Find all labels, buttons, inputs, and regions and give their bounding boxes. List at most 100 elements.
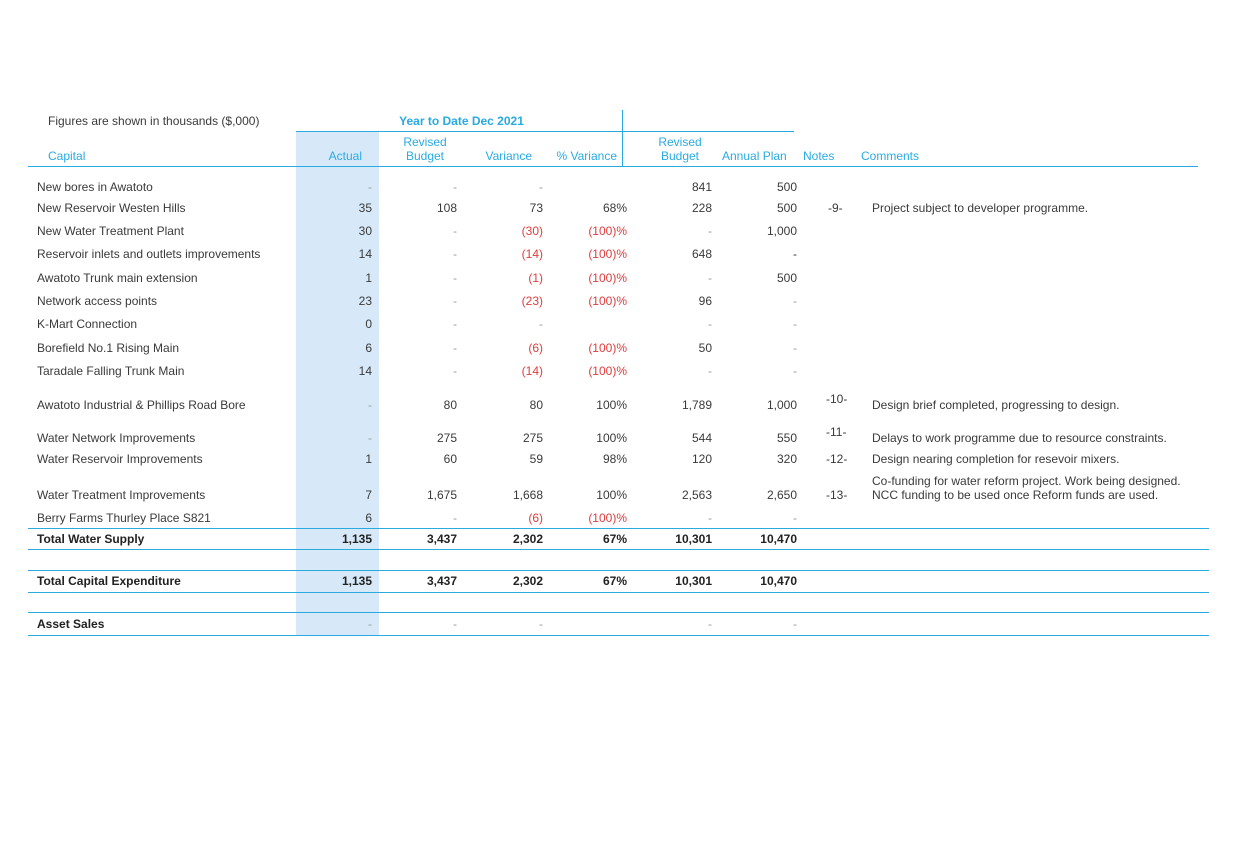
cell-variance: (14) [521,364,543,378]
row-label: Total Water Supply [37,532,145,546]
cell-rev-budget: - [708,364,712,378]
cell-actual: 6 [365,341,372,355]
cell-pct: 100% [596,398,627,412]
cell-rev-budget: - [708,317,712,331]
cell-budget: - [453,317,457,331]
row-label: Water Network Improvements [37,431,196,445]
row-label: Berry Farms Thurley Place S821 [37,511,211,525]
row-label: Asset Sales [37,617,105,631]
cell-actual: 30 [358,224,372,238]
header-capital: Capital [48,149,86,163]
cell-pct: (100)% [588,294,627,308]
cell-rev-budget: 544 [691,431,712,445]
cell-rev-budget: 2,563 [681,488,712,502]
total-water-topline [28,528,1209,529]
cell-variance: (14) [521,247,543,261]
cell-annual: - [793,511,797,525]
cell-note: -13- [826,488,848,502]
row-label: Taradale Falling Trunk Main [37,364,185,378]
cell-budget: 1,675 [426,488,457,502]
actual-column-highlight [296,131,379,636]
cell-annual: - [793,617,797,631]
cell-annual: - [793,364,797,378]
row-label: Awatoto Industrial & Phillips Road Bore [37,398,246,412]
period-divider [622,110,623,166]
header-comments: Comments [861,149,920,163]
cell-variance: 80 [529,398,543,412]
cell-variance: 1,668 [512,488,543,502]
cell-annual: 500 [776,180,797,194]
cell-budget: - [453,247,457,261]
period-underline [296,131,794,132]
row-label: Total Capital Expenditure [37,574,181,588]
cell-rev-budget: 96 [698,294,712,308]
cell-annual: 550 [776,431,797,445]
row-label: New bores in Awatoto [37,180,153,194]
period-label: Year to Date Dec 2021 [399,114,524,128]
row-label: New Water Treatment Plant [37,224,184,238]
cell-annual: 2,650 [766,488,797,502]
cell-budget: 3,437 [426,532,457,546]
header-revised-annual: Revised [658,135,702,149]
cell-budget: - [453,180,457,194]
total-capex-bottomline [28,592,1209,593]
cell-variance: - [539,180,543,194]
cell-budget: 60 [443,452,457,466]
cell-pct: (100)% [588,341,627,355]
cell-rev-budget: 228 [691,201,712,215]
cell-variance: - [539,317,543,331]
cell-comment: Project subject to developer programme. [872,201,1089,215]
cell-rev-budget: 648 [691,247,712,261]
row-label: New Reservoir Westen Hills [37,201,186,215]
cell-actual: - [368,617,372,631]
cell-budget: - [453,224,457,238]
asset-sales-bottomline [28,635,1209,636]
figures-note: Figures are shown in thousands ($,000) [48,114,260,128]
cell-note: -12- [826,452,848,466]
header-budget-annual: Budget [660,149,700,163]
cell-annual: - [793,294,797,308]
cell-rev-budget: - [708,511,712,525]
cell-variance: - [539,617,543,631]
cell-variance: 275 [522,431,543,445]
header-notes: Notes [803,149,835,163]
cell-budget: 108 [436,201,457,215]
cell-variance: 2,302 [512,532,543,546]
row-label: Water Reservoir Improvements [37,452,203,466]
cell-budget: - [453,341,457,355]
cell-budget: - [453,511,457,525]
cell-annual: - [793,317,797,331]
cell-pct: 100% [596,488,627,502]
cell-actual: 1,135 [341,532,372,546]
row-label: Network access points [37,294,158,308]
header-actual: Actual [328,149,362,163]
cell-variance: 2,302 [512,574,543,588]
total-capex-topline [28,570,1209,571]
cell-rev-budget: 10,301 [675,532,712,546]
cell-variance: 73 [529,201,543,215]
cell-rev-budget: 1,789 [681,398,712,412]
cell-pct: (100)% [588,511,627,525]
cell-pct: 67% [602,532,627,546]
cell-actual: 7 [365,488,372,502]
header-variance: Variance [485,149,532,163]
cell-annual: 1,000 [766,398,797,412]
cell-actual: 0 [365,317,372,331]
cell-pct: 98% [602,452,627,466]
cell-annual: 1,000 [766,224,797,238]
row-label: Water Treatment Improvements [37,488,206,502]
cell-annual: - [793,341,797,355]
cell-annual: 10,470 [760,532,797,546]
header-annual-plan: Annual Plan [722,149,787,163]
cell-actual: 6 [365,511,372,525]
cell-budget: - [453,364,457,378]
cell-actual: 14 [358,364,372,378]
cell-comment: Design nearing completion for resevoir m… [872,452,1120,466]
cell-rev-budget: - [708,224,712,238]
cell-annual: 10,470 [760,574,797,588]
cell-rev-budget: 50 [698,341,712,355]
cell-annual: 500 [776,201,797,215]
cell-variance: (30) [521,224,543,238]
cell-variance: (6) [528,511,543,525]
cell-actual: - [368,431,372,445]
